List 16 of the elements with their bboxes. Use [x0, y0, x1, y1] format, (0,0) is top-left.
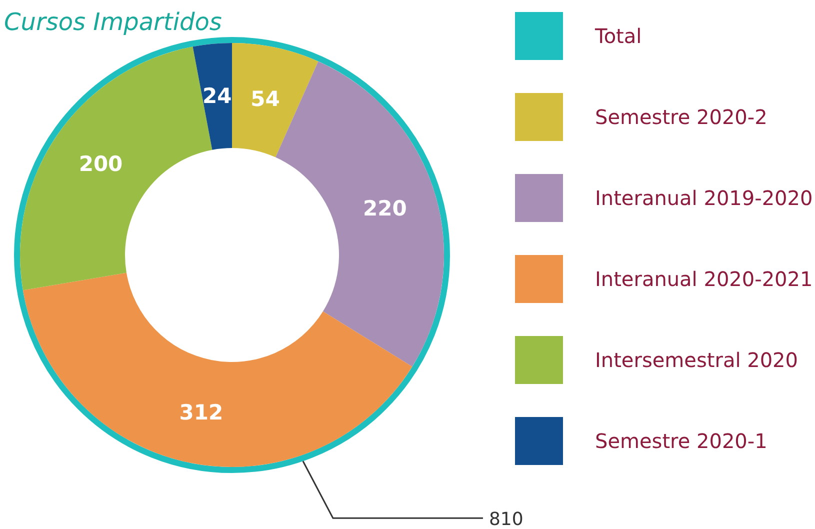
- legend-label: Semestre 2020-1: [595, 429, 768, 453]
- data-label: 312: [179, 400, 224, 424]
- text: 810: [488, 509, 524, 529]
- legend-label: Semestre 2020-2: [595, 105, 768, 129]
- text: Total: [594, 24, 642, 48]
- legend-label: Interanual 2019-2020: [595, 186, 813, 210]
- donut-slice: [232, 43, 318, 158]
- donut-slice: [192, 43, 232, 150]
- donut-slice: [22, 272, 412, 467]
- data-label: 220: [362, 196, 407, 220]
- data-label: 54: [250, 86, 280, 111]
- legend-label: Intersemestral 2020: [595, 348, 798, 372]
- data-label: 200: [78, 152, 123, 176]
- data-label: 24: [202, 84, 232, 108]
- legend-label: Interanual 2020-2021: [595, 267, 813, 291]
- chart-title: Cursos Impartidos: [4, 8, 222, 36]
